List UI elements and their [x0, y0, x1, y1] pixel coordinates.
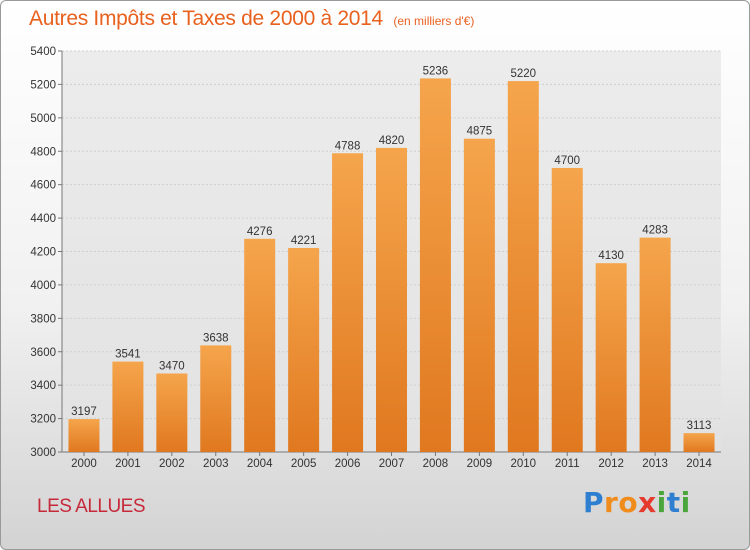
bar-2010 — [507, 81, 539, 452]
y-tick-label: 4600 — [30, 180, 56, 192]
logo-letter: t — [666, 486, 681, 519]
x-tick-label: 2013 — [642, 458, 668, 470]
bar-2003 — [200, 345, 232, 452]
bar-2002 — [156, 373, 188, 452]
chart-title-block: Autres Impôts et Taxes de 2000 à 2014 (e… — [29, 7, 474, 31]
data-label: 3541 — [115, 349, 141, 361]
logo-letter: x — [638, 486, 657, 519]
x-tick-label: 2004 — [247, 458, 273, 470]
bar-2013 — [639, 237, 671, 452]
data-label: 3113 — [687, 420, 712, 432]
data-label: 4820 — [379, 135, 405, 147]
bar-2005 — [288, 247, 320, 452]
data-label: 5236 — [423, 65, 449, 77]
bar-2007 — [376, 147, 407, 453]
y-tick-label: 5200 — [30, 79, 56, 91]
x-tick-label: 2005 — [291, 458, 317, 470]
logo-letter: i — [656, 486, 667, 519]
x-tick-label: 2006 — [335, 458, 361, 470]
data-label: 4276 — [247, 226, 273, 238]
x-tick-label: 2009 — [467, 458, 493, 470]
bar-2008 — [419, 78, 451, 452]
data-label: 4788 — [335, 140, 361, 152]
data-label: 3470 — [159, 360, 185, 372]
bar-2012 — [595, 263, 627, 452]
x-tick-label: 2003 — [203, 458, 229, 470]
commune-name: LES ALLUES — [37, 496, 146, 517]
x-tick-label: 2000 — [71, 458, 97, 470]
bar-2011 — [551, 167, 583, 453]
proxiti-logo: Proxiti — [583, 486, 691, 519]
y-tick-label: 4400 — [30, 213, 56, 225]
y-tick-label: 3400 — [30, 380, 56, 392]
bar-2000 — [68, 419, 100, 452]
y-tick-label: 5400 — [30, 46, 56, 58]
x-tick-label: 2002 — [159, 458, 185, 470]
bar-2001 — [112, 361, 144, 452]
data-label: 4700 — [554, 155, 580, 167]
bar-2014 — [683, 433, 715, 452]
logo-letter: P — [583, 486, 605, 519]
x-tick-label: 2011 — [555, 458, 580, 470]
logo-letter: r — [604, 486, 619, 519]
x-tick-label: 2007 — [379, 458, 405, 470]
data-label: 4283 — [642, 225, 668, 237]
chart-subtitle: (en milliers d'€) — [393, 14, 475, 28]
x-tick-label: 2008 — [423, 458, 449, 470]
y-tick-label: 4000 — [30, 280, 56, 292]
data-label: 3638 — [203, 332, 229, 344]
x-tick-label: 2012 — [598, 458, 624, 470]
y-tick-label: 4800 — [30, 146, 56, 158]
y-tick-label: 3000 — [30, 447, 56, 459]
x-tick-label: 2014 — [686, 458, 712, 470]
logo-letter: o — [618, 486, 639, 519]
y-tick-label: 4200 — [30, 247, 56, 259]
y-tick-label: 5000 — [30, 113, 56, 125]
x-tick-label: 2001 — [115, 458, 141, 470]
y-tick-label: 3600 — [30, 347, 56, 359]
bar-2009 — [463, 138, 495, 452]
chart-title: Autres Impôts et Taxes de 2000 à 2014 — [29, 7, 383, 30]
bar-2006 — [332, 153, 364, 452]
data-label: 4875 — [467, 126, 493, 138]
data-label: 3197 — [71, 406, 97, 418]
bar-2004 — [244, 238, 276, 452]
data-label: 4221 — [291, 235, 317, 247]
y-tick-label: 3800 — [30, 313, 56, 325]
x-tick-label: 2010 — [511, 458, 537, 470]
data-label: 5220 — [511, 68, 537, 80]
y-tick-label: 3200 — [30, 414, 56, 426]
data-label: 4130 — [598, 250, 624, 262]
logo-letter: i — [680, 486, 691, 519]
